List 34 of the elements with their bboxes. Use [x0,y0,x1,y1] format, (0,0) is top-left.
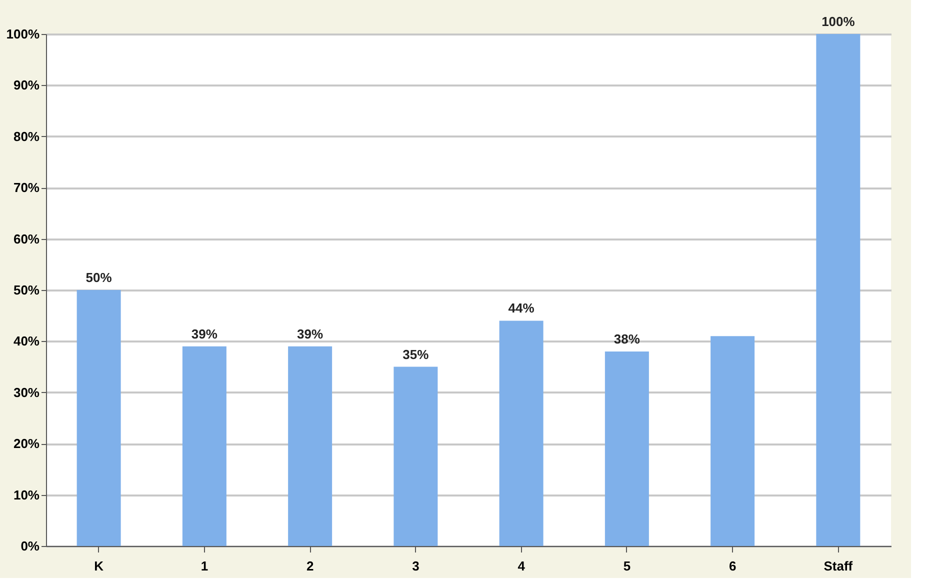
bar [710,336,755,546]
x-tick-label: K [94,558,104,574]
bar [394,366,438,546]
data-label: 39% [191,326,218,342]
x-tick-label: 2 [306,558,314,574]
y-tick-label: 0% [20,538,40,554]
y-tick-label: 60% [13,231,40,246]
y-tick-label: 20% [13,436,40,452]
x-tick-label: 3 [412,558,420,574]
y-tick-label: 90% [13,78,40,93]
x-tick-label: 5 [623,558,631,574]
x-tick-label: 1 [200,558,208,574]
data-label: 50% [86,270,112,285]
x-tick-label: 6 [728,558,736,574]
data-label: 35% [402,346,430,362]
y-tick-label: 30% [13,384,40,400]
bar [604,351,649,546]
data-label: 100% [822,14,856,29]
bar [499,320,544,546]
x-tick-label: 4 [518,558,526,574]
y-tick-label: 70% [13,180,40,196]
y-tick-label: 10% [13,487,40,502]
y-tick-label: 50% [13,282,40,298]
bar [816,34,860,546]
bar [182,346,226,546]
data-label: 39% [297,326,324,342]
data-label: 44% [508,300,535,316]
bar [76,290,121,546]
x-tick-label: Staff [824,558,854,574]
data-label: 38% [614,331,640,346]
y-tick-label: 40% [13,334,40,349]
y-tick-label: 80% [13,128,40,144]
bar [288,346,332,546]
y-tick-label: 100% [6,26,40,42]
